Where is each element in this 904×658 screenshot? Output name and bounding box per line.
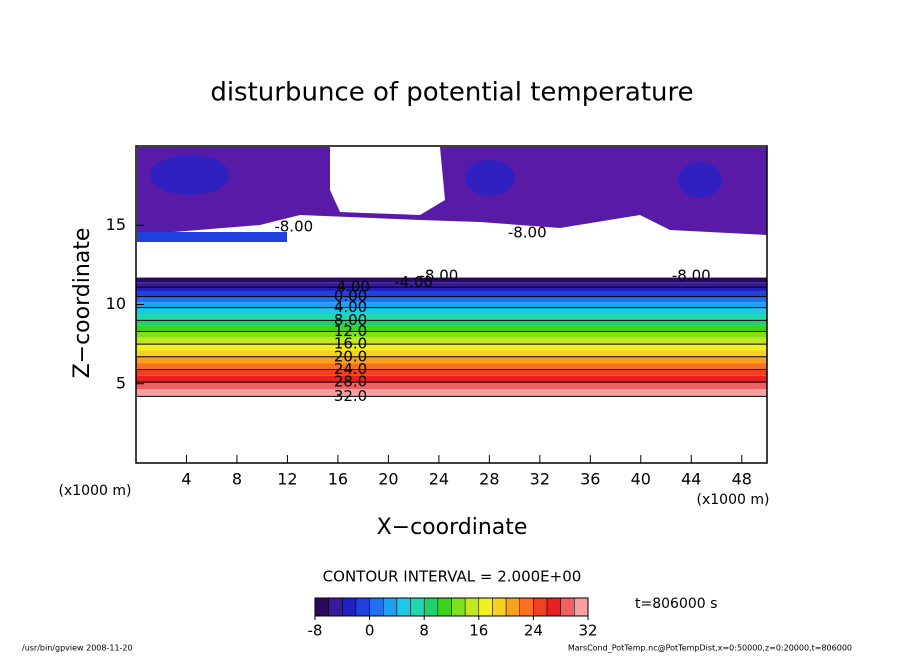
colorbar-tick-label: 16 xyxy=(469,622,488,640)
cloud xyxy=(137,215,767,280)
field-band xyxy=(136,356,767,364)
contour-label: 12.0 xyxy=(334,322,367,340)
colorbar-cell xyxy=(492,597,507,617)
field-band xyxy=(136,382,767,390)
colorbar-cell xyxy=(410,597,425,617)
field-band xyxy=(136,389,767,397)
field-band xyxy=(136,277,767,283)
field-band xyxy=(136,282,767,288)
colorbar-cell xyxy=(519,597,534,617)
y-tick-label: 10 xyxy=(106,294,126,313)
contour-label: -8.00 xyxy=(508,224,547,242)
x-axis-label: X−coordinate xyxy=(377,515,528,540)
x-tick-label: 4 xyxy=(181,470,191,489)
colorbar-cell xyxy=(533,597,548,617)
colorbar-cell xyxy=(478,597,493,617)
x-tick-label: 8 xyxy=(232,470,242,489)
contour-label: -8.00 xyxy=(419,266,458,284)
field-band xyxy=(136,320,767,326)
x-tick-label: 32 xyxy=(530,470,550,489)
x-tick-label: 24 xyxy=(429,470,449,489)
colorbar-frame xyxy=(314,597,589,617)
x-tick-label: 36 xyxy=(580,470,600,489)
blob xyxy=(678,162,722,198)
colorbar-cell xyxy=(314,597,329,617)
colorbar-cell xyxy=(342,597,357,617)
colorbar-cell xyxy=(369,597,384,617)
colorbar-cell xyxy=(383,597,398,617)
colorbar-tick-label: -8 xyxy=(308,622,323,640)
x-tick-label: 12 xyxy=(277,470,297,489)
field-band xyxy=(136,314,767,321)
field-band xyxy=(136,325,767,332)
contour-label: 24.0 xyxy=(334,360,367,378)
field-band xyxy=(136,291,767,297)
time-label: t=806000 s xyxy=(635,596,717,612)
field-band xyxy=(136,331,767,338)
field-band xyxy=(136,350,767,357)
colorbar-cell xyxy=(328,597,343,617)
contour-label: 8.00 xyxy=(334,311,367,329)
colorbar-cell xyxy=(464,597,480,617)
blob xyxy=(150,155,230,195)
cloud xyxy=(330,147,445,215)
x-unit: (x1000 m) xyxy=(697,492,770,508)
colorbar-tick-label: 0 xyxy=(365,622,375,640)
colorbar-cell xyxy=(505,597,521,617)
x-tick-label: 28 xyxy=(479,470,499,489)
field-band xyxy=(136,375,767,383)
contour-label: 0.00 xyxy=(334,287,367,305)
field-band xyxy=(136,344,767,351)
contour-label: 28.0 xyxy=(334,373,367,391)
colorbar-cell xyxy=(396,597,411,617)
field-band xyxy=(136,287,767,292)
colorbar-tick-label: 24 xyxy=(524,622,543,640)
contour-label: -8.00 xyxy=(274,217,313,235)
x-tick-label: 48 xyxy=(732,470,752,489)
contour-label: -4.00 xyxy=(331,278,370,296)
colorbar-cell xyxy=(574,597,589,617)
x-tick-label: 44 xyxy=(681,470,701,489)
contour-label: 32.0 xyxy=(334,387,367,405)
contour-label: 20.0 xyxy=(334,347,367,365)
colorbar-tick-label: 32 xyxy=(578,622,597,640)
field-band xyxy=(136,296,767,303)
x-tick-label: 20 xyxy=(378,470,398,489)
field-band xyxy=(136,363,767,370)
colorbar-cell xyxy=(451,597,466,617)
contour-label: -8.00 xyxy=(672,266,711,284)
colorbar-cell xyxy=(355,597,370,617)
y-tick-label: 15 xyxy=(106,215,126,234)
footer-left: /usr/bin/gpview 2008-11-20 xyxy=(22,644,133,653)
x-tick-label: 40 xyxy=(631,470,651,489)
field-band xyxy=(136,307,767,315)
colorbar-cell xyxy=(560,597,575,617)
y-unit: (x1000 m) xyxy=(59,483,132,499)
plot-area xyxy=(137,147,767,280)
field-band xyxy=(136,369,767,376)
chart-title: disturbunce of potential temperature xyxy=(210,78,693,108)
blob xyxy=(465,160,515,196)
colorbar-cell xyxy=(546,597,561,617)
y-axis-label: Z−coordinate xyxy=(70,228,95,379)
contour-label: -4.00 xyxy=(394,273,433,291)
colorbar-cell xyxy=(423,597,439,617)
contour-interval: CONTOUR INTERVAL = 2.000E+00 xyxy=(323,568,582,586)
colorbar-tick-label: 8 xyxy=(419,622,429,640)
contour-label: 4.00 xyxy=(334,298,367,316)
field-band xyxy=(136,337,767,345)
colorbar-cell xyxy=(437,597,452,617)
y-tick-label: 5 xyxy=(116,373,126,392)
x-tick-label: 16 xyxy=(328,470,348,489)
footer-right: MarsCond_PotTemp.nc@PotTempDist,x=0:5000… xyxy=(568,644,852,653)
field-band xyxy=(136,302,767,308)
blob xyxy=(137,232,287,242)
contour-label: 16.0 xyxy=(334,335,367,353)
